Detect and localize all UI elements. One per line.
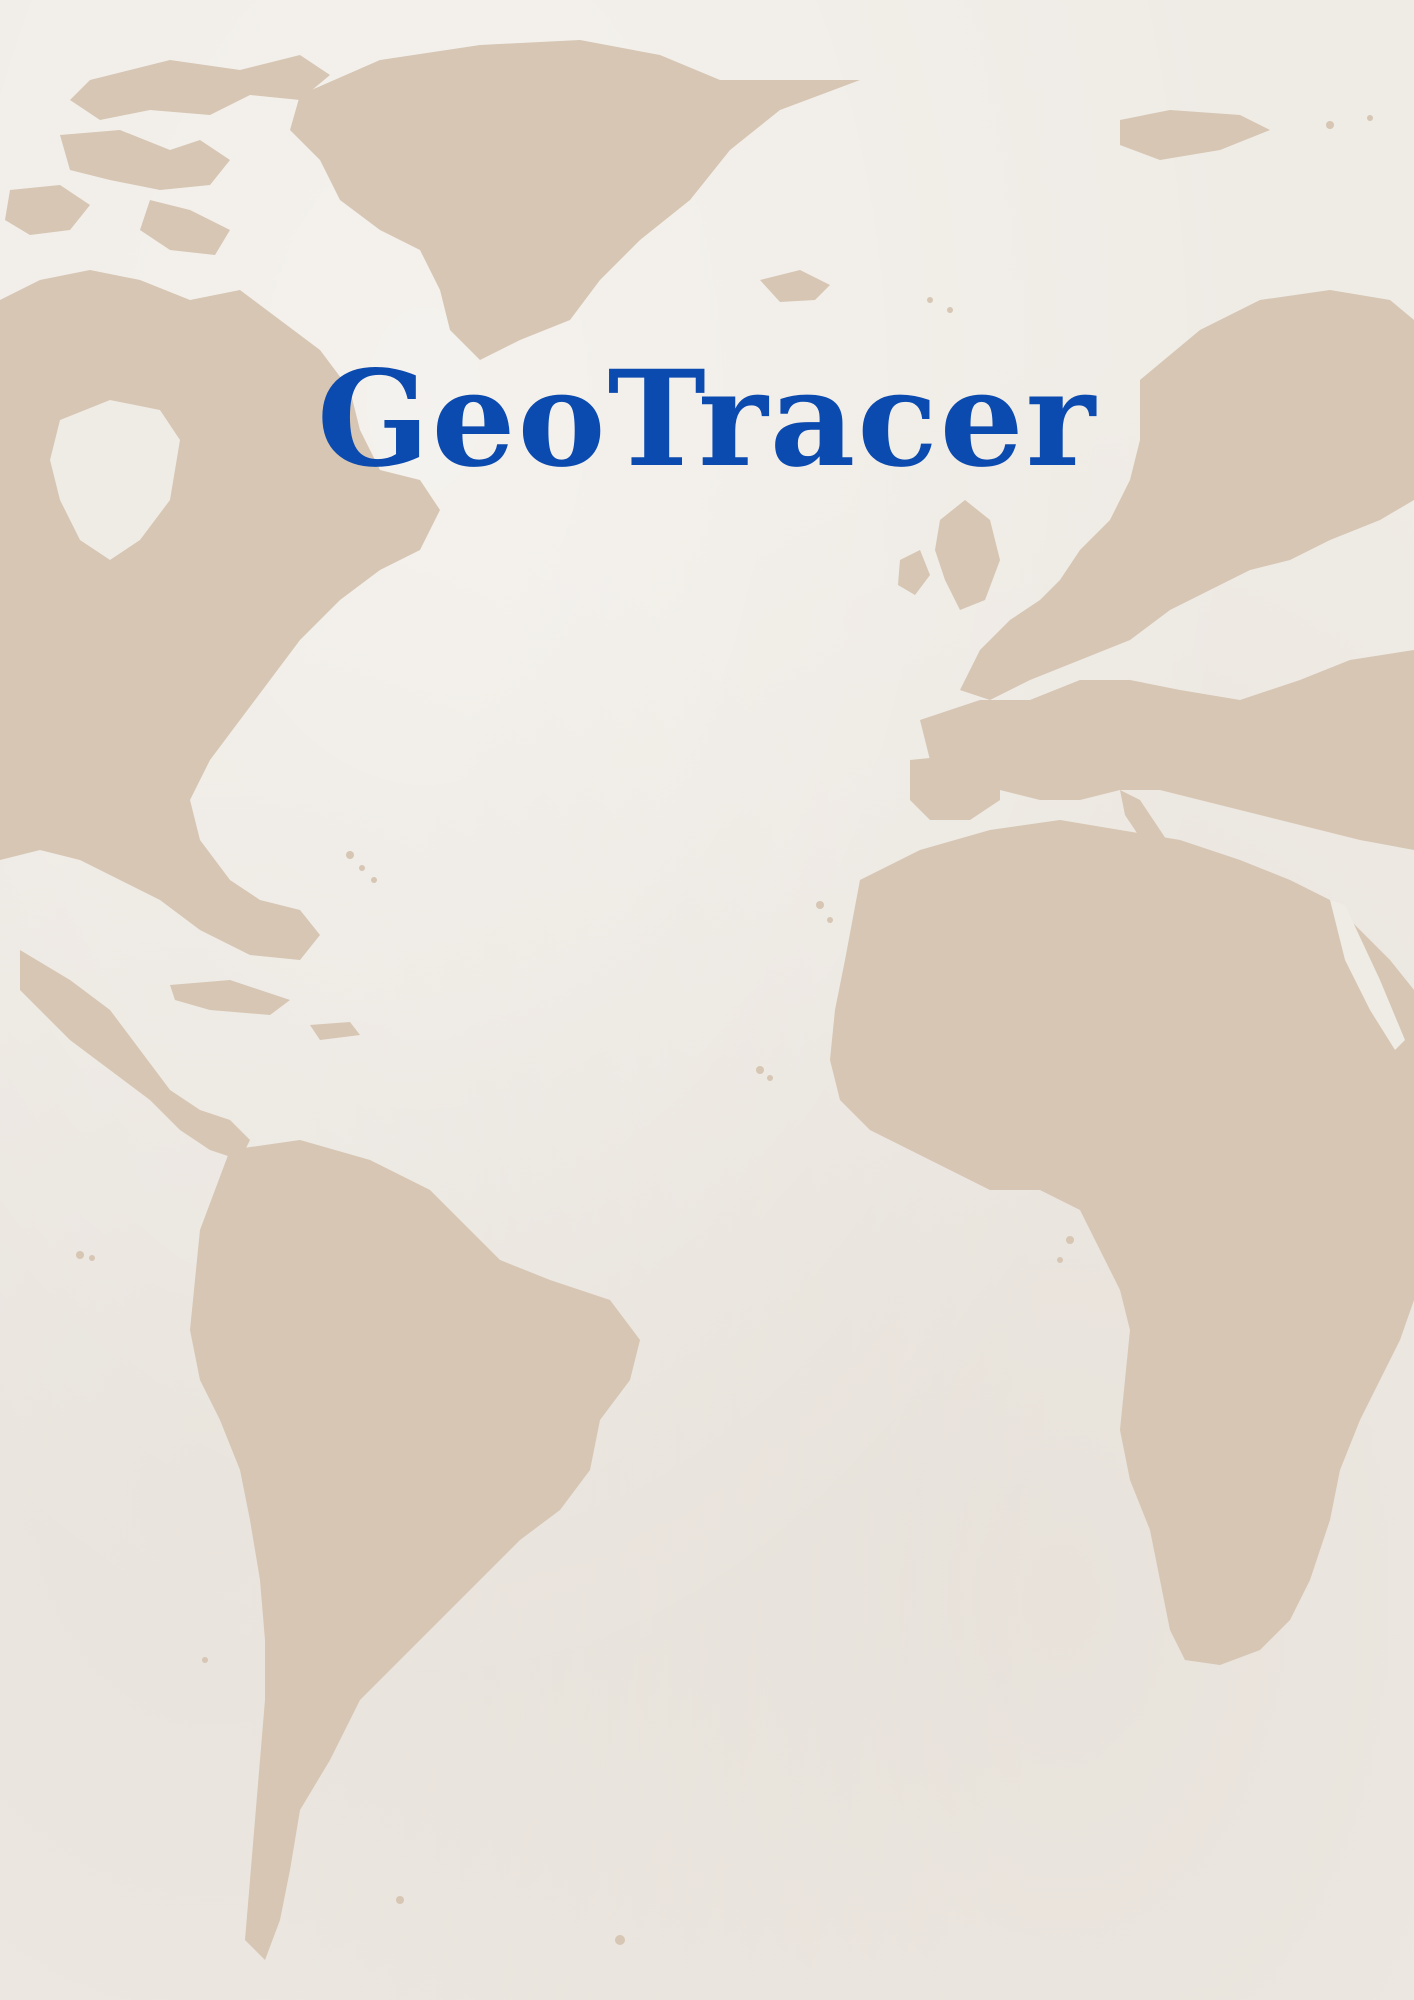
poster-title: GeoTracer	[316, 342, 1098, 497]
